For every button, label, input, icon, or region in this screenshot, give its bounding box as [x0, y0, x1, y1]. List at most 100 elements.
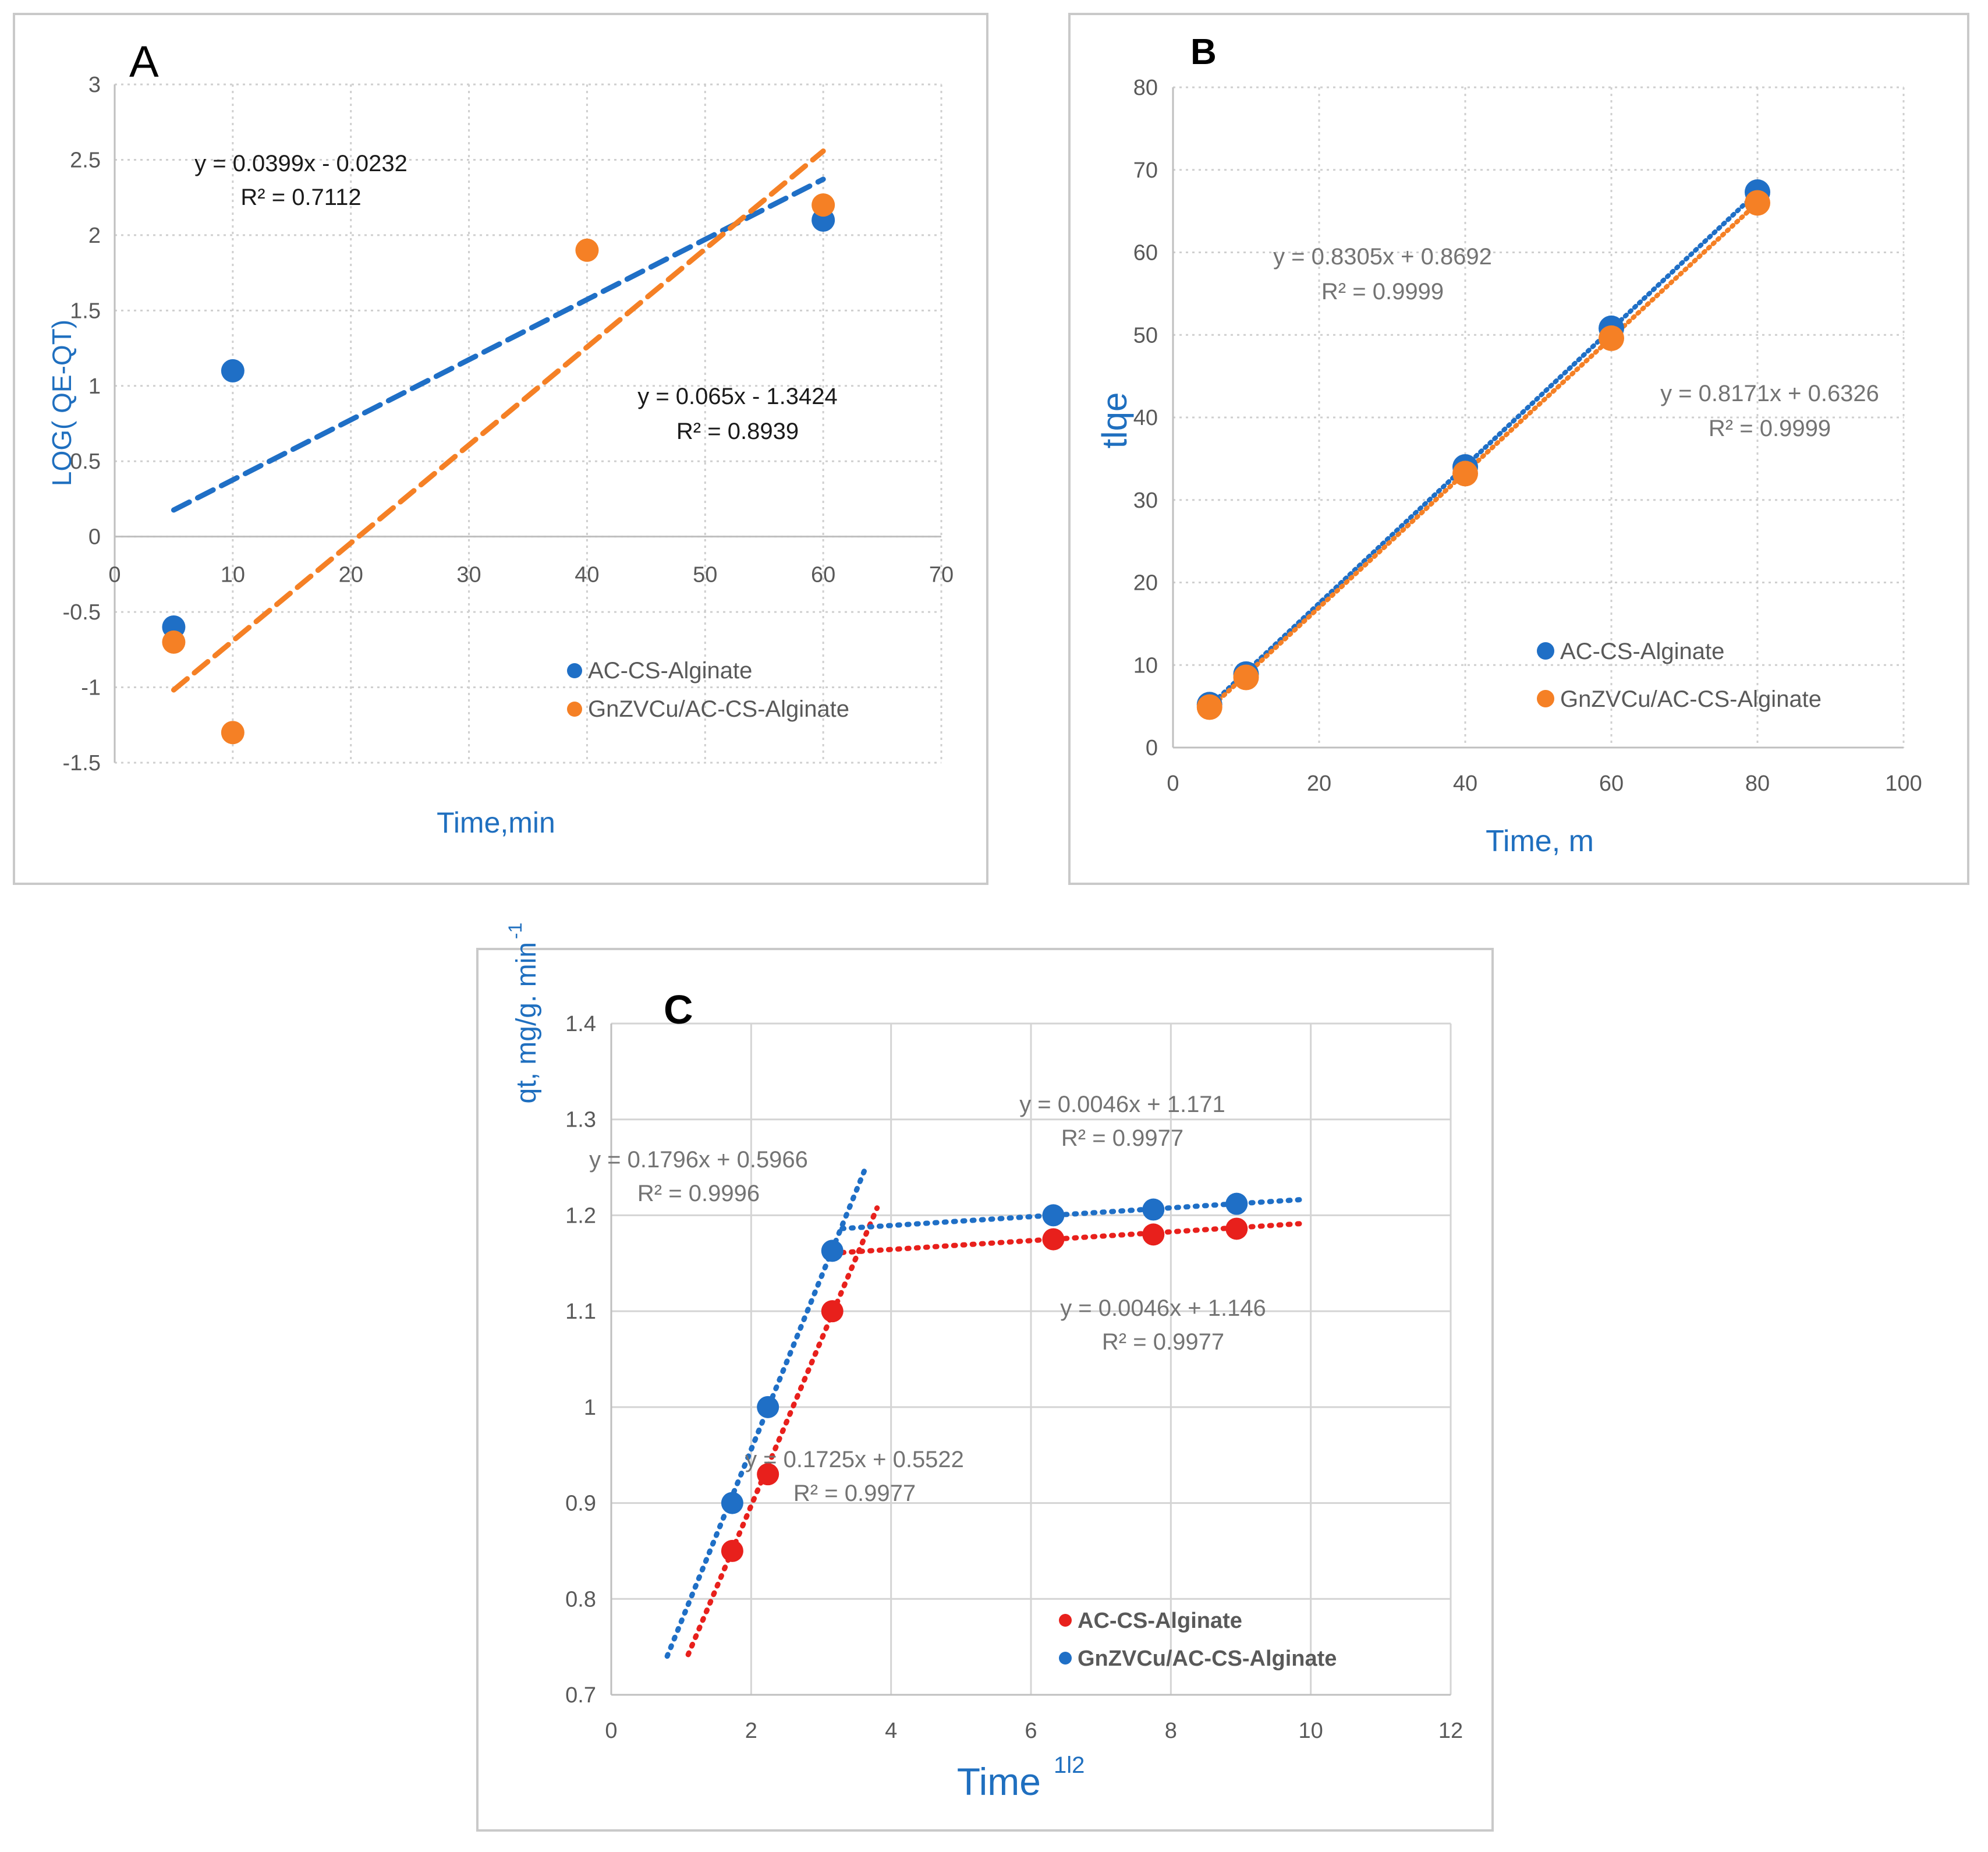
chart-a-r2-ac-cs: R² = 0.7112: [240, 185, 361, 210]
chart-c-point-series-0-5: [1225, 1217, 1248, 1240]
chart-c-y-tick-label: 1: [584, 1396, 596, 1420]
chart-a-point-series-1-2: [575, 238, 599, 262]
chart-b-legend-marker-ac-cs: [1537, 642, 1554, 660]
chart-c-legend-label-gnzvcu: GnZVCu/AC-CS-Alginate: [1078, 1646, 1337, 1671]
chart-c-y-axis-title-superscript: -1: [505, 923, 526, 939]
chart-b-r2-gnzvcu: R² = 0.9999: [1709, 416, 1831, 441]
chart-a-x-tick-label: 60: [811, 563, 835, 587]
chart-c-x-tick-label: 12: [1438, 1719, 1463, 1743]
chart-a-point-series-1-1: [221, 721, 244, 745]
chart-b-point-series-1-2: [1452, 461, 1478, 487]
chart-a-trendline-series-0-0: [171, 176, 826, 513]
chart-c-x-tick-label: 0: [605, 1719, 617, 1743]
chart-c-y-tick-label: 1.4: [565, 1012, 596, 1036]
chart-a-point-series-0-1: [221, 359, 244, 383]
chart-b-trendlines: [1207, 189, 1760, 711]
chart-a-trendlines: [171, 148, 826, 693]
chart-c-trendline-series-0-0: [685, 1205, 880, 1658]
chart-a-panel-label: A: [129, 37, 159, 87]
chart-b-y-tick-label: 30: [1133, 488, 1158, 513]
chart-a-legend-marker-ac-cs: [567, 663, 582, 678]
chart-a-legend-label-ac-cs: AC-CS-Alginate: [588, 658, 752, 684]
chart-a-legend: AC-CS-Alginate GnZVCu/AC-CS-Alginate: [567, 658, 849, 722]
chart-c-x-tick-label: 8: [1165, 1719, 1177, 1743]
chart-a-x-tick-label: 10: [221, 563, 245, 587]
chart-c-y-axis-title: qt, mg/g. min: [511, 942, 542, 1103]
chart-a-y-tick-label: 0.5: [70, 449, 101, 474]
chart-c-equation-gnzvcu-steep: y = 0.1796x + 0.5966: [589, 1147, 808, 1173]
chart-a-y-tick-label: 3: [88, 73, 101, 97]
chart-b-point-series-1-4: [1745, 190, 1770, 216]
chart-c-r2-gnzvcu-flat: R² = 0.9977: [1061, 1125, 1183, 1151]
chart-c-y-tick-label: 0.9: [565, 1492, 596, 1516]
chart-c-y-axis-title-group: qt, mg/g. min -1: [505, 923, 542, 1104]
chart-c-y-tick-label: 0.7: [565, 1683, 596, 1708]
chart-c-legend-label-ac-cs: AC-CS-Alginate: [1078, 1609, 1242, 1633]
chart-b-y-tick-label: 20: [1133, 571, 1158, 596]
chart-b-frame: [1068, 13, 1969, 885]
chart-a-y-tick-label: -1.5: [63, 751, 101, 775]
chart-b-x-tick-label: 20: [1307, 771, 1331, 796]
chart-a-y-tick-label: 1.5: [70, 299, 101, 323]
chart-b-point-series-1-0: [1196, 694, 1222, 720]
chart-a-y-tick-label: -1: [81, 676, 101, 700]
chart-b-y-tick-label: 70: [1133, 158, 1158, 183]
chart-b-x-tick-label: 0: [1167, 771, 1179, 796]
chart-b-axes: 0 20 40 60 80 100 0 10 20 30 40 50 60 70 80: [1133, 76, 1922, 796]
chart-a-y-tick-label: -0.5: [63, 600, 101, 625]
chart-b-trendline-series-0-0: [1207, 189, 1760, 709]
chart-a-x-tick-label: 20: [339, 563, 363, 587]
chart-b-y-tick-label: 60: [1133, 241, 1158, 265]
chart-c-r2-ac-cs-flat: R² = 0.9977: [1102, 1329, 1224, 1355]
chart-a-legend-marker-gnzvcu: [567, 702, 582, 717]
chart-a-point-series-1-3: [811, 193, 835, 217]
chart-a-axes: 0 10 20 30 40 50 60 70 -1.5 -1 -0.5 0 0.5 1 1.5 2 2.5 3: [63, 73, 954, 775]
chart-b-points: [1196, 179, 1770, 720]
chart-a-equation-gnzvcu: y = 0.065x - 1.3424: [637, 384, 838, 409]
chart-c-axes: 0 2 4 6 8 10 12 0.7 0.8 0.9 1 1.1 1.2 1.3 1.4: [565, 1012, 1463, 1743]
chart-b-y-tick-label: 10: [1133, 653, 1158, 678]
chart-a-equation-ac-cs: y = 0.0399x - 0.0232: [194, 151, 407, 176]
chart-c-point-series-1-1: [757, 1396, 779, 1418]
chart-c-legend: AC-CS-Alginate GnZVCu/AC-CS-Alginate: [1059, 1609, 1337, 1671]
chart-c-point-series-0-1: [757, 1463, 779, 1486]
chart-c-panel-label: C: [664, 987, 693, 1032]
chart-b-equation-gnzvcu: y = 0.8171x + 0.6326: [1660, 381, 1879, 406]
chart-c-x-axis-title: Time: [957, 1760, 1041, 1803]
chart-b-y-tick-label: 0: [1146, 736, 1158, 760]
chart-a-points: [162, 193, 835, 745]
chart-b-x-tick-label: 100: [1885, 771, 1922, 796]
chart-c-point-series-1-5: [1225, 1192, 1248, 1215]
chart-c-r2-gnzvcu-steep: R² = 0.9996: [637, 1181, 760, 1206]
chart-c-x-axis-title-superscript: 1l2: [1054, 1752, 1085, 1778]
chart-b-r2-ac-cs: R² = 0.9999: [1321, 279, 1444, 304]
chart-c-equation-ac-cs-steep: y = 0.1725x + 0.5522: [745, 1447, 964, 1472]
chart-b-legend: AC-CS-Alginate GnZVCu/AC-CS-Alginate: [1537, 639, 1822, 712]
chart-b-point-series-1-3: [1599, 325, 1624, 351]
chart-c-point-series-1-0: [721, 1492, 743, 1514]
chart-a-x-tick-label: 30: [456, 563, 481, 587]
chart-b-panel-label: B: [1190, 32, 1217, 72]
chart-a-trendline-series-1-0: [171, 148, 826, 693]
chart-b-x-tick-label: 80: [1745, 771, 1770, 796]
chart-a-y-axis-title: LOG( QE-QT): [47, 320, 77, 486]
chart-c-point-series-0-2: [821, 1300, 844, 1323]
chart-a-x-tick-label: 70: [929, 563, 954, 587]
chart-panel-a: 0 10 20 30 40 50 60 70 -1.5 -1 -0.5 0 0.5 1 1.5 2 2.5 3 A…: [13, 13, 988, 885]
chart-a-x-tick-label: 40: [575, 563, 599, 587]
chart-b-x-axis-title: Time, m: [1486, 824, 1594, 858]
chart-a-y-tick-label: 2: [88, 224, 101, 248]
chart-c-frame: [476, 948, 1494, 1832]
chart-b-x-tick-label: 40: [1453, 771, 1477, 796]
chart-c-y-tick-label: 1.3: [565, 1108, 596, 1132]
chart-a-point-series-1-0: [162, 630, 186, 654]
chart-b-y-tick-label: 50: [1133, 323, 1158, 348]
chart-b-x-tick-label: 60: [1599, 771, 1624, 796]
chart-a-frame: [13, 13, 988, 885]
chart-c-legend-marker-gnzvcu: [1059, 1652, 1072, 1665]
chart-b-legend-label-ac-cs: AC-CS-Alginate: [1560, 639, 1724, 664]
chart-c-x-tick-label: 2: [745, 1719, 757, 1743]
chart-c-point-series-0-3: [1042, 1228, 1065, 1251]
chart-b-y-tick-label: 80: [1133, 76, 1158, 100]
